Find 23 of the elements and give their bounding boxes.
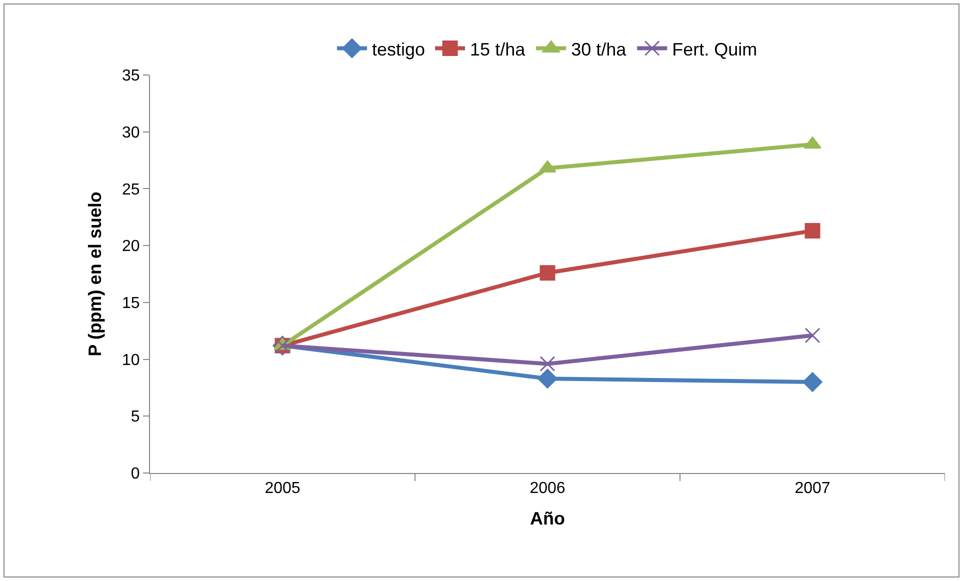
y-tick-label: 5 [130, 408, 140, 426]
y-axis-title: P (ppm) en el suelo [85, 192, 106, 356]
point [804, 223, 820, 239]
legend-label: 30 t/ha [571, 39, 628, 60]
x-axis-title: Año [530, 508, 565, 528]
point [540, 265, 556, 281]
point [804, 328, 820, 344]
y-tick-label: 35 [122, 68, 140, 85]
legend-label: testigo [372, 39, 426, 60]
x-tick-label: 2005 [264, 480, 300, 498]
point [802, 372, 822, 392]
y-tick-label: 30 [122, 124, 140, 142]
legend-label: Fert. Quim [672, 39, 758, 60]
point [540, 356, 556, 372]
x-tick-label: 2006 [530, 480, 566, 498]
legend-label: 15 t/ha [470, 39, 526, 60]
y-tick-label: 10 [122, 352, 140, 369]
x-tick-label: 2007 [794, 480, 830, 498]
y-tick-label: 0 [130, 466, 140, 483]
point [538, 368, 558, 388]
y-tick-label: 25 [122, 181, 140, 198]
y-tick-label: 15 [122, 295, 140, 312]
y-tick-label: 20 [122, 238, 140, 256]
